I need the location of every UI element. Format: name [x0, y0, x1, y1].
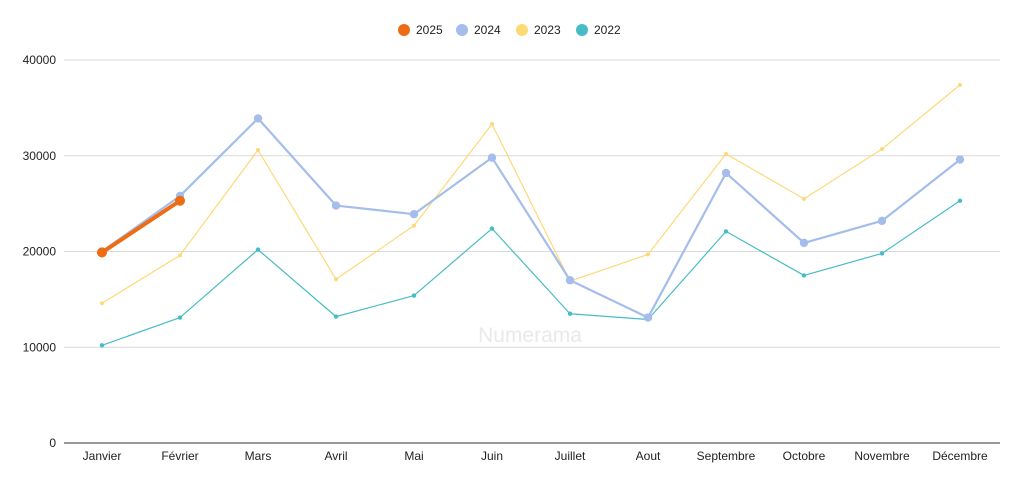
data-point-2024 [331, 201, 341, 210]
legend-label: 2023 [534, 23, 561, 37]
legend-item-2022: 2022 [576, 23, 621, 37]
data-point-2024 [409, 209, 419, 219]
x-tick-label: Septembre [697, 449, 756, 463]
data-point-2024 [799, 238, 809, 248]
data-point-2024 [253, 114, 263, 123]
legend-marker [576, 24, 588, 36]
series-layer [97, 82, 965, 348]
series-line-2024 [100, 117, 962, 319]
y-tick-label: 10000 [23, 340, 57, 354]
legend-item-2025: 2025 [398, 23, 443, 37]
y-tick-label: 0 [49, 436, 56, 450]
data-point-2024 [565, 276, 575, 285]
series-line-2025 [100, 198, 182, 255]
data-point-2023 [646, 252, 650, 257]
x-tick-label: Avril [324, 449, 347, 463]
data-point-2022 [489, 226, 495, 231]
data-point-2023 [802, 196, 806, 201]
legend-marker [398, 24, 410, 36]
data-point-2022 [567, 311, 573, 316]
legend-label: 2024 [474, 23, 501, 37]
grid-layer [64, 59, 1000, 444]
series-2025 [97, 195, 185, 258]
y-tick-label: 20000 [23, 245, 57, 259]
axis-layer: 0 10000 20000 30000 40000 Janvier Février Mars A… [23, 53, 988, 463]
data-point-2025 [97, 247, 107, 258]
x-tick-label: Octobre [783, 449, 826, 463]
data-point-2023 [412, 223, 416, 228]
data-point-2023 [880, 147, 884, 152]
data-point-2024 [643, 313, 653, 322]
x-tick-label: Juillet [555, 449, 586, 463]
legend-marker [456, 24, 468, 36]
data-point-2022 [255, 247, 261, 252]
data-point-2022 [801, 273, 807, 278]
x-tick-label: Décembre [932, 449, 988, 463]
data-point-2024 [877, 216, 887, 226]
data-point-2022 [177, 315, 183, 320]
data-point-2023 [724, 151, 728, 156]
data-point-2024 [487, 153, 497, 162]
series-line-2022 [101, 200, 961, 346]
data-point-2025 [175, 195, 185, 206]
series-line-2023 [101, 84, 961, 304]
legend: 2025 2024 2023 2022 [398, 23, 621, 37]
y-tick-label: 40000 [23, 53, 57, 67]
x-tick-label: Janvier [83, 449, 122, 463]
data-point-2023 [334, 277, 338, 282]
data-point-2022 [879, 251, 885, 256]
legend-item-2023: 2023 [516, 23, 561, 37]
data-point-2022 [723, 229, 729, 234]
series-2024 [97, 114, 965, 322]
legend-label: 2025 [416, 23, 443, 37]
legend-item-2024: 2024 [456, 23, 501, 37]
x-tick-label: Février [161, 449, 198, 463]
series-2022 [99, 198, 963, 348]
data-point-2024 [955, 155, 965, 164]
y-tick-label: 30000 [23, 149, 57, 163]
x-tick-label: Mars [245, 449, 272, 463]
data-point-2022 [99, 343, 105, 348]
data-point-2022 [411, 293, 417, 298]
watermark-text: Numerama [478, 324, 582, 347]
data-point-2023 [100, 301, 104, 306]
data-point-2022 [957, 198, 963, 203]
data-point-2023 [958, 82, 962, 87]
x-tick-label: Aout [636, 449, 661, 463]
data-point-2022 [333, 314, 339, 319]
legend-label: 2022 [594, 23, 621, 37]
x-tick-label: Mai [404, 449, 423, 463]
x-tick-label: Juin [481, 449, 503, 463]
legend-marker [516, 24, 528, 36]
data-point-2023 [178, 253, 182, 258]
data-point-2024 [721, 168, 731, 178]
x-tick-label: Novembre [854, 449, 910, 463]
data-point-2023 [256, 148, 260, 153]
data-point-2023 [490, 122, 494, 127]
